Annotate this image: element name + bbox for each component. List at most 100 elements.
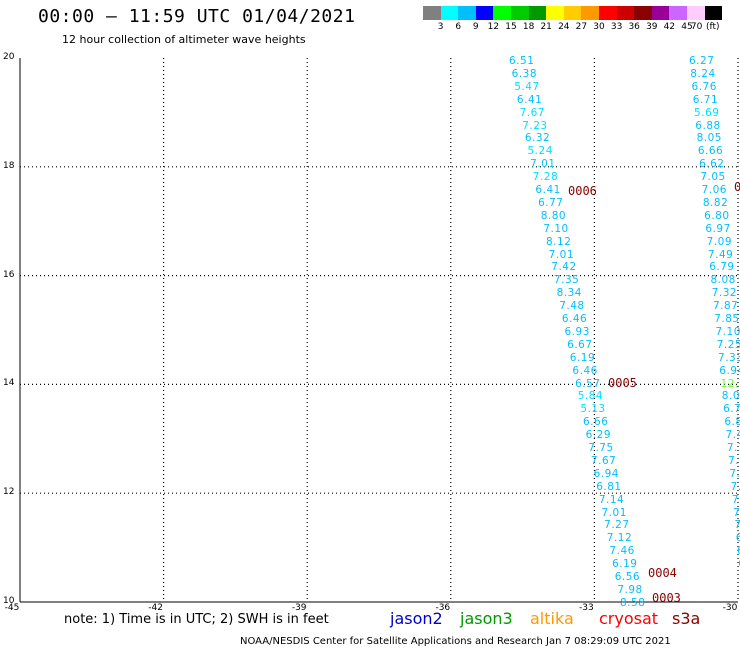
wave-height-reading: 7.01 bbox=[530, 158, 556, 171]
legend-label: 70 bbox=[690, 22, 703, 32]
legend-swatch bbox=[704, 6, 723, 20]
wave-height-reading: 7.67 bbox=[519, 106, 545, 119]
wave-height-reading: 7.77 bbox=[726, 442, 740, 454]
wave-height-reading: 7.23 bbox=[522, 119, 548, 132]
wave-height-reading: 7.49 bbox=[707, 248, 734, 261]
wave-height-reading: 6.29 bbox=[585, 429, 612, 442]
legend-label: 33 bbox=[610, 22, 623, 32]
wave-height-reading: 6.67 bbox=[567, 338, 593, 351]
wave-height-reading: 7.01 bbox=[731, 493, 740, 506]
wave-height-reading: 6.19 bbox=[612, 558, 638, 571]
legend-label: 15 bbox=[505, 22, 517, 32]
wave-height-reading: 7.87 bbox=[712, 300, 739, 313]
legend-swatch bbox=[423, 6, 441, 20]
legend-label: 21 bbox=[540, 22, 552, 32]
longitude-label: -42 bbox=[148, 603, 163, 613]
legend-label: 3 bbox=[437, 22, 444, 32]
lat-lon-grid bbox=[20, 58, 739, 602]
wave-height-reading: 6.79 bbox=[709, 261, 735, 274]
wave-height-reading: 6.41 bbox=[516, 93, 543, 106]
legend-swatch bbox=[616, 6, 635, 20]
satellite-legend-altika: altika bbox=[530, 609, 574, 628]
satellite-legend-jason3: jason3 bbox=[460, 609, 513, 628]
satellite-legend-jason2: jason2 bbox=[390, 609, 443, 628]
wave-height-reading: 7.06 bbox=[734, 519, 740, 532]
wave-height-reading: 7.01 bbox=[548, 248, 575, 261]
legend-label: 36 bbox=[628, 22, 640, 32]
legend-label: 45 bbox=[681, 22, 693, 32]
wave-height-reading: 5.84 bbox=[577, 390, 604, 403]
legend-swatch bbox=[686, 6, 705, 20]
wave-height-reading: 6.46 bbox=[572, 364, 598, 377]
wave-height-reading: 6.66 bbox=[697, 145, 724, 158]
wave-height-reading: 6.27 bbox=[689, 55, 715, 67]
wave-height-reading: 6.88 bbox=[695, 119, 721, 132]
wave-height-reading: 7.10 bbox=[715, 325, 740, 338]
map-subtitle: 12 hour collection of altimeter wave hei… bbox=[62, 33, 306, 46]
wave-height-reading: 5.47 bbox=[514, 80, 540, 93]
legend-label: 24 bbox=[558, 22, 570, 32]
wave-height-reading: 7.17 bbox=[730, 480, 740, 493]
longitude-label: -33 bbox=[579, 603, 594, 613]
wave-height-reading: 6.27 bbox=[737, 545, 740, 557]
wave-height-reading: 7.09 bbox=[706, 235, 733, 248]
wave-height-reading: 7.35 bbox=[553, 274, 580, 287]
legend-label: 39 bbox=[646, 22, 658, 32]
wave-height-reading: 12.79 bbox=[720, 377, 740, 390]
legend-swatch bbox=[475, 6, 494, 20]
longitude-label: -36 bbox=[435, 603, 451, 613]
wave-height-reading: 8.12 bbox=[546, 235, 572, 248]
wave-height-reading: 7.49 bbox=[725, 429, 740, 442]
wave-height-reading: 6.76 bbox=[691, 80, 717, 93]
wave-height-reading: 8.24 bbox=[690, 67, 716, 80]
legend-swatch bbox=[510, 6, 529, 20]
wave-height-reading: 7.10 bbox=[543, 222, 569, 235]
latitude-label: 20 bbox=[3, 52, 15, 62]
wave-height-reading: 6.77 bbox=[538, 196, 564, 209]
legend-label: 12 bbox=[487, 22, 500, 32]
wave-height-reading: 6.51 bbox=[509, 55, 535, 67]
legend-swatch bbox=[634, 6, 652, 20]
wave-height-reading: 6.73 bbox=[723, 403, 740, 416]
wave-height-reading: 8.05 bbox=[696, 132, 722, 145]
wave-height-reading: 7.46 bbox=[609, 545, 635, 558]
legend-swatch bbox=[546, 6, 564, 20]
wave-height-reading: 8.80 bbox=[540, 209, 567, 222]
legend-unit: (ft) bbox=[706, 22, 720, 32]
longitude-label: -45 bbox=[4, 603, 20, 613]
wave-height-reading: 6.94 bbox=[593, 467, 619, 480]
satellite-legend-s3a: s3a bbox=[672, 609, 701, 628]
wave-height-reading: 6.66 bbox=[583, 416, 609, 429]
wave-height-reading: 6.19 bbox=[738, 558, 740, 570]
wave-height-reading: 6.75 bbox=[735, 532, 740, 545]
wave-height-reading: 7.06 bbox=[701, 184, 727, 196]
legend-label: 6 bbox=[455, 22, 462, 32]
wave-height-reading: 7.01 bbox=[601, 506, 627, 519]
wave-height-reading: 5.13 bbox=[580, 403, 606, 416]
wave-height-reading: 6.32 bbox=[524, 132, 551, 145]
wave-height-reading: 7.27 bbox=[604, 519, 630, 532]
latitude-label: 10 bbox=[3, 596, 15, 606]
wave-height-reading: 7.25 bbox=[716, 338, 740, 351]
pass-number-label: 0006 bbox=[568, 184, 597, 198]
wave-height-reading: 6.19 bbox=[569, 351, 596, 364]
wave-height-reading: 8.58 bbox=[620, 596, 646, 609]
wave-height-reading: 7.67 bbox=[590, 454, 617, 467]
wave-height-color-legend bbox=[423, 6, 723, 20]
wave-height-reading: 6.38 bbox=[511, 67, 538, 80]
wave-height-reading: 7.32 bbox=[711, 287, 738, 300]
wave-height-reading: 7.48 bbox=[559, 300, 585, 313]
wave-height-reading: 8.08 bbox=[710, 274, 736, 287]
longitude-label: -30 bbox=[722, 603, 738, 613]
wave-height-reading: 7.11 bbox=[733, 506, 740, 519]
wave-height-reading: 7.17 bbox=[728, 454, 740, 467]
wave-height-reading: 8.34 bbox=[556, 287, 582, 300]
wave-height-reading: 6.71 bbox=[692, 93, 719, 106]
wave-height-reading: 6.57 bbox=[575, 377, 601, 390]
legend-swatch bbox=[598, 6, 617, 20]
credit-footer: NOAA/NESDIS Center for Satellite Applica… bbox=[240, 636, 671, 647]
wave-height-reading: 7.28 bbox=[532, 171, 559, 184]
legend-swatch bbox=[669, 6, 687, 20]
wave-height-reading: 8.82 bbox=[702, 196, 729, 209]
